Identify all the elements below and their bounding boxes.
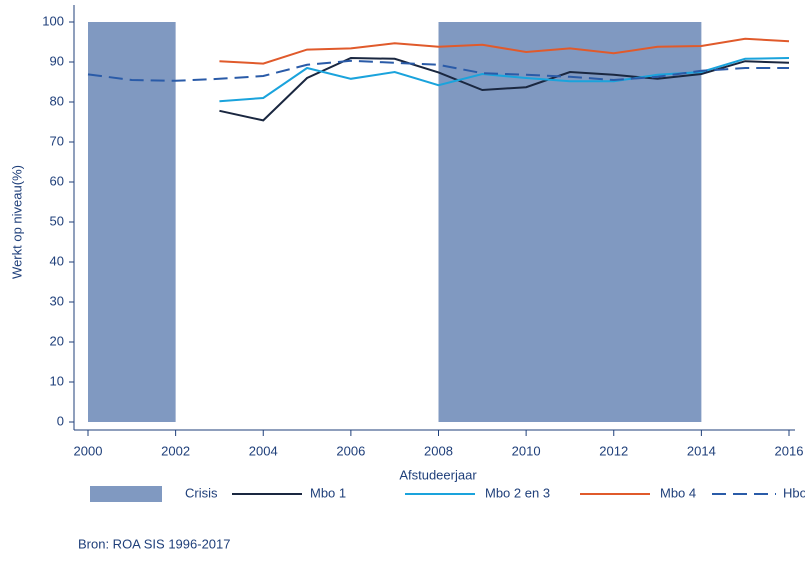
series-line [219, 56, 790, 122]
x-tick-label: 2010 [512, 443, 541, 458]
y-tick-label: 100 [42, 13, 64, 28]
legend-label: Mbo 2 en 3 [485, 485, 550, 500]
x-tick-label: 2012 [599, 443, 628, 458]
x-tick-label: 2008 [424, 443, 453, 458]
legend-label: Crisis [185, 485, 218, 500]
y-tick-label: 40 [50, 253, 64, 268]
y-tick-label: 90 [50, 53, 64, 68]
legend-label: Mbo 4 [660, 485, 696, 500]
y-tick-label: 20 [50, 333, 64, 348]
x-axis-label: Afstudeerjaar [399, 467, 477, 482]
y-tick-label: 80 [50, 93, 64, 108]
series-line [219, 37, 790, 65]
series-line [87, 59, 789, 82]
x-tick-label: 2004 [249, 443, 278, 458]
x-tick-label: 2014 [687, 443, 716, 458]
x-tick-label: 2002 [161, 443, 190, 458]
legend-label: Hbo [783, 485, 805, 500]
x-tick-label: 2006 [336, 443, 365, 458]
x-tick-label: 2016 [775, 443, 804, 458]
y-tick-label: 0 [57, 413, 64, 428]
y-tick-label: 60 [50, 173, 64, 188]
legend-swatch [90, 486, 162, 502]
y-axis-label: Werkt op niveau(%) [9, 165, 24, 279]
y-tick-label: 10 [50, 373, 64, 388]
legend-label: Mbo 1 [310, 485, 346, 500]
y-tick-label: 30 [50, 293, 64, 308]
crisis-band [438, 22, 702, 422]
y-tick-label: 50 [50, 213, 64, 228]
crisis-band [88, 22, 176, 422]
x-tick-label: 2000 [74, 443, 103, 458]
source: Bron: ROA SIS 1996-2017 [78, 536, 230, 551]
y-tick-label: 70 [50, 133, 64, 148]
